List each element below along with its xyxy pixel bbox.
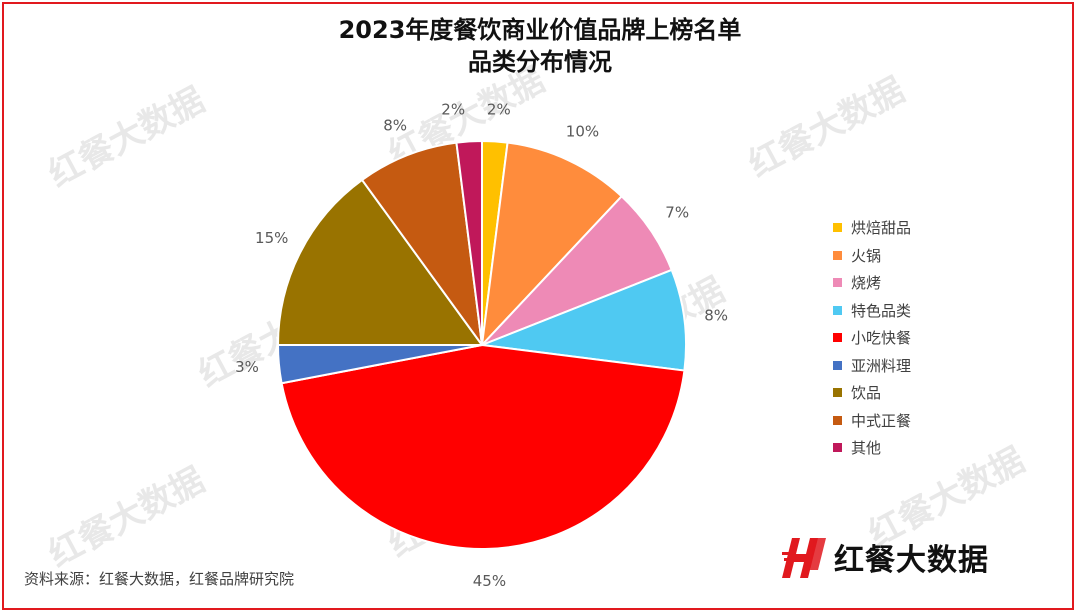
brand-logo: 红餐大数据 xyxy=(782,532,989,582)
chart-title: 2023年度餐饮商业价值品牌上榜名单 品类分布情况 xyxy=(0,14,1080,78)
legend-item: 小吃快餐 xyxy=(833,324,911,352)
legend-item: 饮品 xyxy=(833,379,911,407)
legend-label: 小吃快餐 xyxy=(851,329,912,348)
legend-label: 亚洲料理 xyxy=(851,356,912,375)
legend-item: 火锅 xyxy=(833,242,911,270)
legend-item: 特色品类 xyxy=(833,297,911,325)
title-line: 2023年度餐饮商业价值品牌上榜名单 xyxy=(338,16,742,44)
legend-swatch xyxy=(833,415,842,425)
legend-item: 烘焙甜品 xyxy=(833,214,911,242)
legend-item: 中式正餐 xyxy=(833,407,911,435)
legend-swatch xyxy=(833,278,842,288)
pie-slice xyxy=(481,268,687,372)
legend-label: 火锅 xyxy=(851,246,882,265)
legend-item: 烧烤 xyxy=(833,269,911,297)
legend-label: 饮品 xyxy=(851,384,882,403)
legend-swatch xyxy=(833,388,842,398)
slice-label: 3% xyxy=(235,358,259,376)
slice-label: 45% xyxy=(473,572,506,590)
legend-swatch xyxy=(833,333,842,343)
slice-label: 2% xyxy=(441,100,465,118)
legend-swatch xyxy=(833,360,842,370)
pie-slice xyxy=(276,178,484,346)
brand-h-icon xyxy=(782,538,826,578)
legend-item: 其他 xyxy=(833,434,911,462)
legend-swatch xyxy=(833,443,842,453)
source-note: 资料来源：红餐大数据，红餐品牌研究院 xyxy=(24,570,295,588)
legend-label: 烘焙甜品 xyxy=(851,219,912,238)
slice-label: 15% xyxy=(255,229,288,247)
slice-label: 7% xyxy=(665,203,689,221)
legend-label: 其他 xyxy=(851,439,882,458)
legend-swatch xyxy=(833,250,842,260)
slice-label: 10% xyxy=(566,122,599,140)
legend-label: 中式正餐 xyxy=(851,411,912,430)
pie-slice xyxy=(280,343,686,550)
slice-label: 8% xyxy=(383,117,407,135)
pie-slice xyxy=(480,141,624,348)
legend-label: 特色品类 xyxy=(851,301,912,320)
legend-label: 烧烤 xyxy=(851,274,882,293)
brand-name: 红餐大数据 xyxy=(834,543,989,578)
slice-label: 2% xyxy=(487,100,511,118)
slice-label: 8% xyxy=(704,306,728,324)
pie-slice xyxy=(455,139,483,346)
legend-item: 亚洲料理 xyxy=(833,352,911,380)
pie-slice xyxy=(360,141,483,346)
legend-swatch xyxy=(833,223,842,233)
legend-swatch xyxy=(833,305,842,315)
subtitle-line: 品类分布情况 xyxy=(468,48,612,76)
legend: 烘焙甜品火锅烧烤特色品类小吃快餐亚洲料理饮品中式正餐其他 xyxy=(833,214,911,462)
